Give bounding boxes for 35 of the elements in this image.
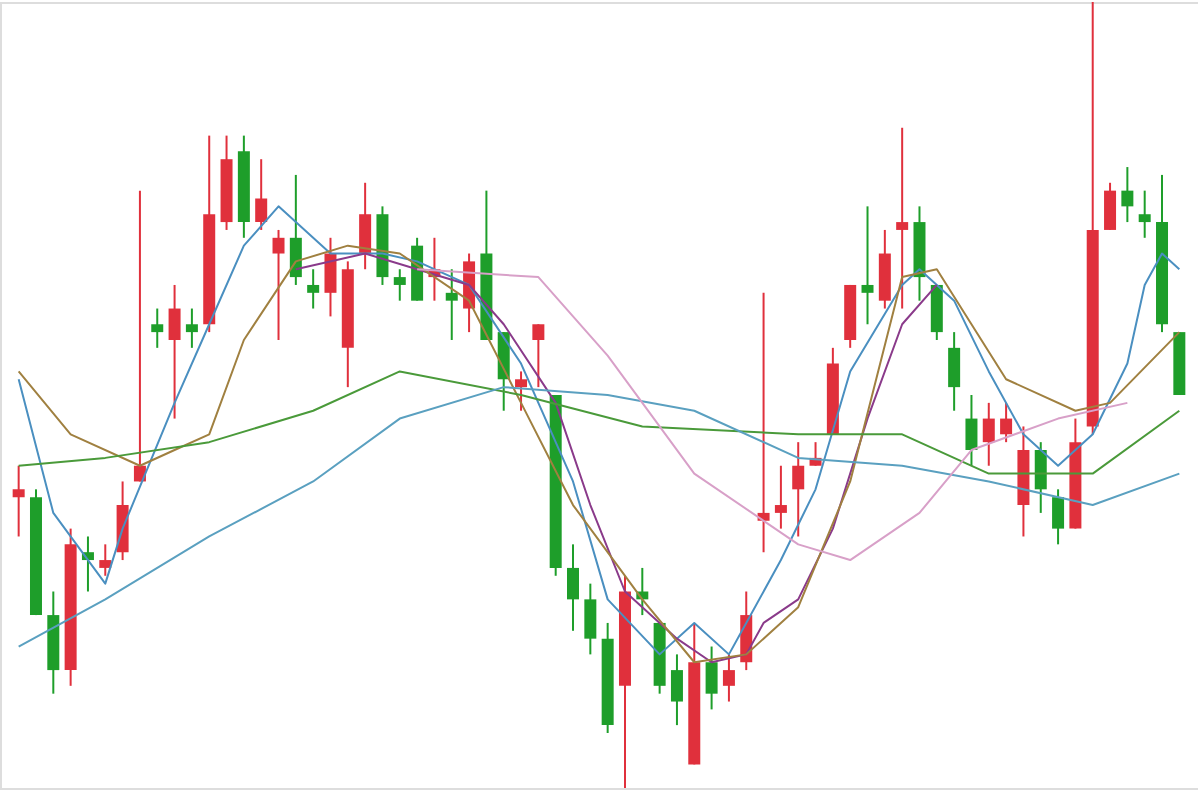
candlestick — [168, 283, 181, 420]
candlestick — [393, 268, 406, 302]
candlestick — [515, 370, 528, 412]
candlestick — [324, 236, 337, 318]
candlestick — [307, 268, 320, 310]
candlestick — [255, 158, 268, 231]
candlestick — [1138, 189, 1151, 239]
candlestick — [272, 228, 285, 341]
candlestick — [1052, 488, 1065, 546]
candlestick — [532, 323, 545, 389]
candlestick — [861, 205, 874, 326]
candlestick — [896, 126, 909, 310]
candlestick — [982, 401, 995, 467]
candlestick — [670, 653, 683, 727]
candlestick — [1000, 401, 1013, 444]
candlestick — [965, 394, 978, 467]
candlestick — [1034, 441, 1047, 514]
candlestick — [584, 582, 597, 656]
candlestick — [185, 307, 198, 349]
candlestick — [1121, 166, 1134, 224]
candlestick — [1104, 181, 1117, 231]
candlestick — [948, 331, 961, 412]
candlestick — [705, 645, 718, 711]
candlestick — [567, 543, 580, 632]
candlestick — [774, 464, 787, 530]
candlestick — [359, 181, 372, 271]
candlestick — [99, 543, 112, 577]
candlestick — [12, 464, 25, 538]
candlestick — [445, 268, 458, 341]
candlestick — [151, 307, 164, 349]
candlestick — [792, 441, 805, 538]
candlestick — [930, 283, 943, 341]
candlestick — [878, 228, 891, 310]
candlestick — [722, 653, 735, 703]
candlestick — [289, 173, 302, 286]
